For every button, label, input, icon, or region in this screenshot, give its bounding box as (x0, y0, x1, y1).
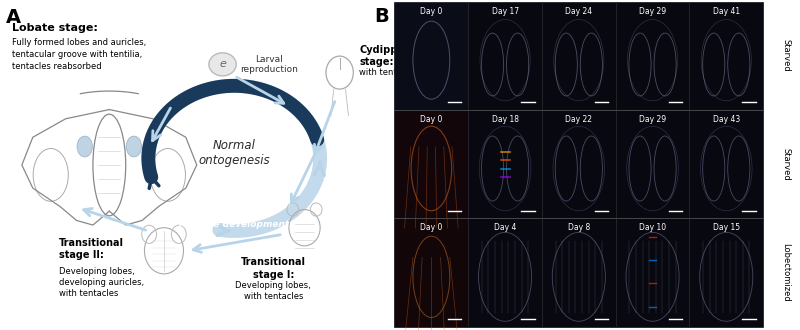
Bar (690, 2, 763, 110)
Text: Transitional
stage II:: Transitional stage II: (58, 238, 123, 260)
Bar (542, 110, 616, 218)
Text: Day 0: Day 0 (420, 223, 442, 232)
Text: Starved: Starved (781, 40, 790, 72)
Bar (690, 218, 763, 327)
Text: Developing lobes,
developing auricles,
with tentacles: Developing lobes, developing auricles, w… (58, 267, 144, 299)
Text: Day 18: Day 18 (491, 115, 518, 124)
Bar (690, 110, 763, 218)
Bar (394, 2, 468, 110)
Text: A: A (6, 8, 21, 27)
Bar (616, 218, 690, 327)
Text: e: e (219, 59, 226, 69)
Text: Day 24: Day 24 (566, 7, 592, 16)
Text: Day 10: Day 10 (639, 223, 666, 232)
Text: Day 8: Day 8 (568, 223, 590, 232)
Text: Day 22: Day 22 (566, 115, 592, 124)
Bar (468, 110, 542, 218)
Bar (616, 110, 690, 218)
Text: Day 4: Day 4 (494, 223, 516, 232)
Text: Day 0: Day 0 (420, 115, 442, 124)
Text: Day 29: Day 29 (639, 115, 666, 124)
Circle shape (209, 53, 236, 76)
Bar (394, 110, 468, 218)
Text: Day 17: Day 17 (491, 7, 518, 16)
Text: Cydippid
stage:: Cydippid stage: (359, 45, 408, 67)
Bar (542, 218, 616, 327)
Bar (542, 2, 616, 110)
Text: B: B (374, 7, 389, 26)
Bar (394, 218, 468, 327)
Text: Lobate stage:: Lobate stage: (12, 23, 98, 33)
Text: Reverse development: Reverse development (179, 220, 290, 229)
Text: Day 29: Day 29 (639, 7, 666, 16)
Text: Day 41: Day 41 (713, 7, 740, 16)
Text: Larval
reproduction: Larval reproduction (241, 55, 298, 74)
Ellipse shape (126, 136, 142, 157)
Bar (616, 2, 690, 110)
Text: with tentacles: with tentacles (359, 68, 418, 77)
Bar (468, 2, 542, 110)
Text: Lobectomized: Lobectomized (781, 243, 790, 302)
Text: Normal
ontogenesis: Normal ontogenesis (198, 140, 270, 167)
Text: Day 0: Day 0 (420, 7, 442, 16)
Text: Day 43: Day 43 (713, 115, 740, 124)
Ellipse shape (77, 136, 92, 157)
Text: Starved: Starved (781, 148, 790, 181)
Text: Developing lobes,
with tentacles: Developing lobes, with tentacles (235, 280, 311, 301)
Text: Day 15: Day 15 (713, 223, 740, 232)
Text: Fully formed lobes and auricles,
tentacular groove with tentilia,
tentacles reab: Fully formed lobes and auricles, tentacu… (12, 38, 146, 71)
Text: Transitional
stage I:: Transitional stage I: (241, 257, 306, 280)
Bar (468, 218, 542, 327)
